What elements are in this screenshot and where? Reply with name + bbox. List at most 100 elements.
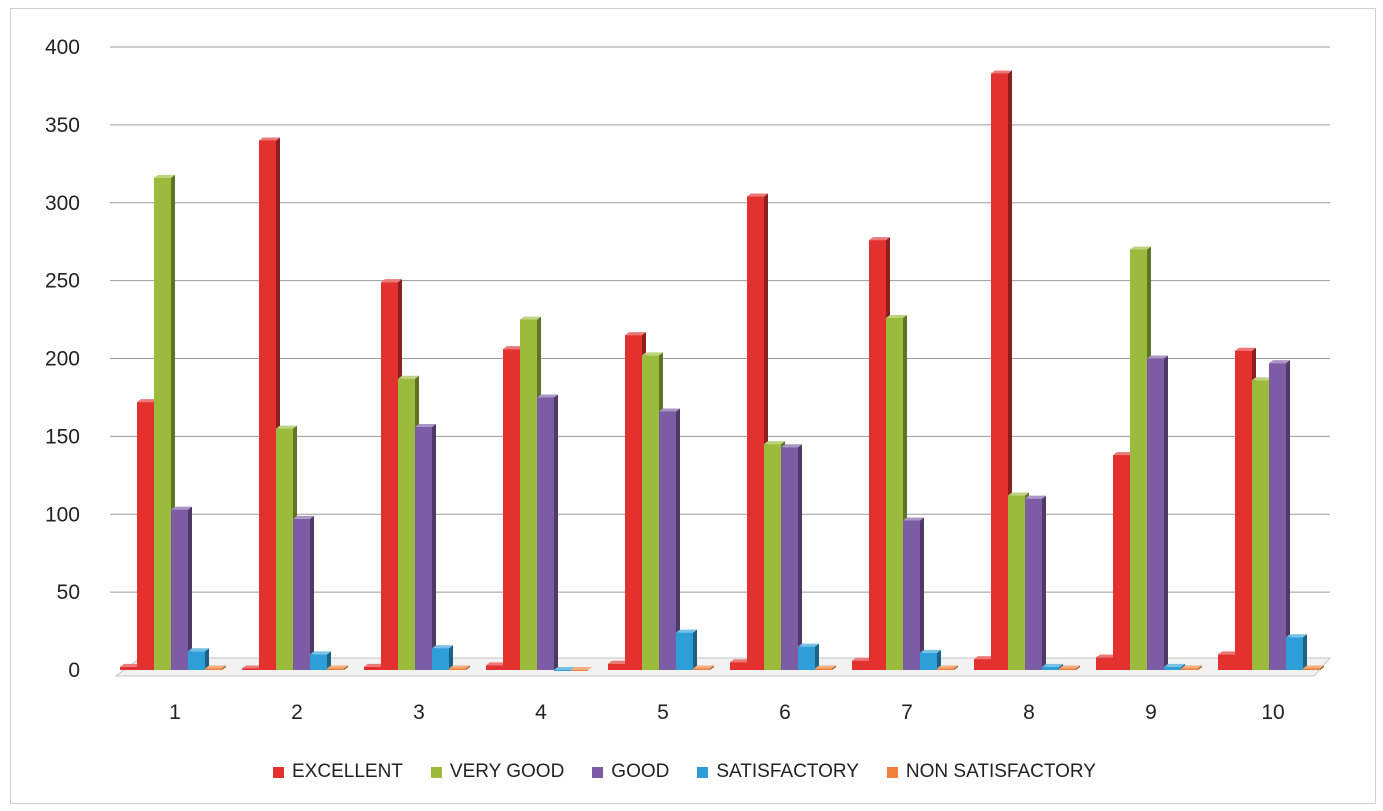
bar-top	[1113, 452, 1134, 456]
bar	[1303, 668, 1320, 670]
bar-side	[327, 651, 331, 670]
bar	[1042, 666, 1059, 670]
bar-side	[920, 517, 924, 670]
bar-top	[798, 643, 819, 647]
bar	[1269, 363, 1286, 670]
bar-top	[205, 665, 226, 669]
bar	[381, 282, 398, 670]
bar-top	[1059, 665, 1080, 669]
bar	[1147, 358, 1164, 670]
bar	[974, 659, 991, 670]
legend-label-very-good: VERY GOOD	[449, 761, 565, 782]
bar-top	[171, 506, 192, 510]
bar	[310, 654, 327, 670]
bar-side	[1198, 665, 1202, 670]
bar-side	[205, 648, 209, 670]
legend-label-excellent: EXCELLENT	[292, 761, 403, 782]
bar-top	[852, 657, 873, 661]
bar	[798, 646, 815, 670]
bar-top	[676, 629, 697, 633]
bar-top	[1235, 347, 1256, 351]
y-tick-label: 350	[45, 114, 80, 137]
y-tick-label: 150	[45, 425, 80, 448]
chart-legend: EXCELLENT VERY GOOD GOOD SATISFACTORY NO…	[0, 752, 1383, 792]
bar	[205, 668, 222, 670]
bar	[642, 355, 659, 670]
bar	[1218, 654, 1235, 670]
x-tick-label: 2	[291, 701, 303, 724]
bar-top	[327, 665, 348, 669]
bar-top	[693, 665, 714, 669]
bar-top	[381, 279, 402, 283]
x-tick-label: 1	[169, 701, 181, 724]
x-tick-label: 8	[1023, 701, 1035, 724]
bar-top	[642, 352, 663, 356]
bar-top	[398, 375, 419, 379]
bar	[693, 668, 710, 670]
legend-item-good: GOOD	[592, 761, 669, 783]
x-tick-label: 9	[1145, 701, 1157, 724]
bar-side	[432, 424, 436, 670]
y-tick-label: 400	[45, 36, 80, 59]
x-tick-label: 6	[779, 701, 791, 724]
x-tick-label: 4	[535, 701, 547, 724]
legend-label-satisfactory: SATISFACTORY	[716, 761, 859, 782]
legend-label-non-satisfactory: NON SATISFACTORY	[905, 761, 1096, 782]
bar-top	[1303, 665, 1324, 669]
bar	[1113, 455, 1130, 670]
bar	[398, 378, 415, 670]
bar-side	[954, 665, 958, 670]
bar-side	[222, 665, 226, 670]
bar-top	[903, 517, 924, 521]
y-tick-label: 0	[68, 659, 80, 682]
x-tick-label: 10	[1261, 701, 1284, 724]
bar-side	[188, 506, 192, 670]
bar-top	[415, 424, 436, 428]
legend-swatch-non-satisfactory	[886, 766, 898, 778]
bar	[120, 666, 137, 670]
bar	[1252, 380, 1269, 670]
bar-top	[1147, 355, 1168, 359]
bar-top	[764, 441, 785, 445]
bar-top	[1252, 377, 1273, 381]
y-tick-label: 100	[45, 503, 80, 526]
bar-top	[137, 399, 158, 403]
bar-top	[937, 665, 958, 669]
bar	[364, 666, 381, 670]
bar	[991, 73, 1008, 671]
bar	[1181, 668, 1198, 670]
legend-swatch-excellent	[273, 766, 285, 778]
bar	[1164, 666, 1181, 670]
bar-side	[937, 649, 941, 670]
bar-side	[815, 643, 819, 670]
bar	[293, 518, 310, 670]
bar-side	[466, 665, 470, 670]
bar-top	[869, 237, 890, 241]
bar-top	[1269, 360, 1290, 364]
bar-top	[1164, 663, 1185, 667]
bar-top	[293, 515, 314, 519]
bar-side	[1164, 355, 1168, 670]
bar-side	[1286, 360, 1290, 670]
bar	[242, 668, 259, 670]
bar	[852, 660, 869, 670]
bar	[537, 397, 554, 670]
bar-side	[832, 665, 836, 670]
bar-top	[364, 663, 385, 667]
bar-top	[747, 193, 768, 197]
legend-swatch-very-good	[430, 766, 442, 778]
bar-top	[1218, 651, 1239, 655]
x-tick-label: 7	[901, 701, 913, 724]
y-tick-label: 50	[57, 581, 80, 604]
bar-top	[188, 648, 209, 652]
bar	[486, 665, 503, 670]
bar	[1059, 668, 1076, 670]
bar-side	[310, 515, 314, 670]
bar-top	[120, 663, 141, 667]
bar-top	[815, 665, 836, 669]
bar-top	[242, 665, 263, 669]
bar-top	[154, 174, 175, 178]
bar	[137, 402, 154, 670]
bar-top	[1286, 634, 1307, 638]
